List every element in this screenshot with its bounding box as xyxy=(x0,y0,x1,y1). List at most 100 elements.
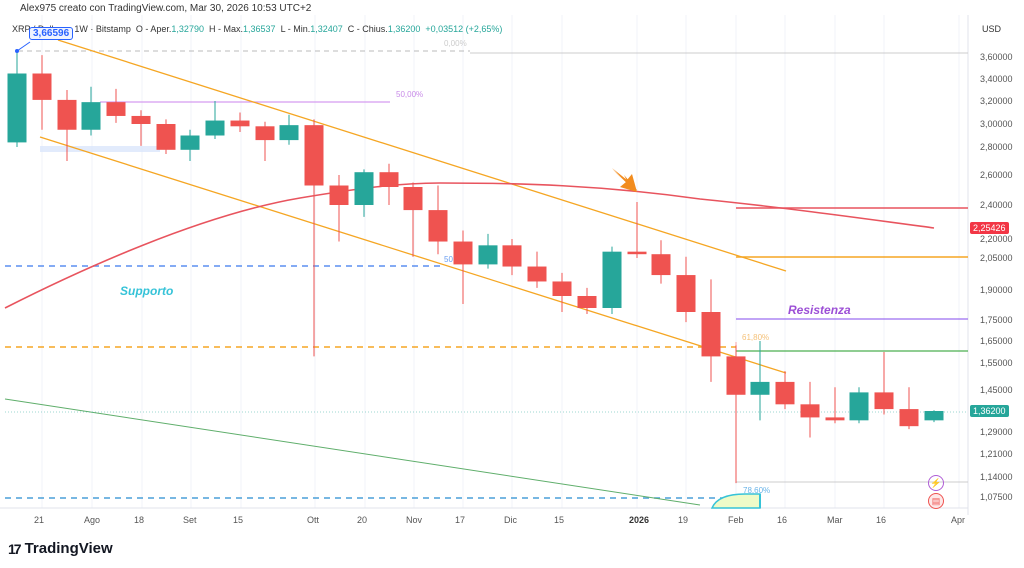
open-label: O - Aper. xyxy=(135,24,172,34)
time-tick-label: Ott xyxy=(307,515,320,525)
candle[interactable] xyxy=(750,381,770,395)
candle[interactable] xyxy=(180,135,200,150)
price-tick-label: 3,00000 xyxy=(980,119,1013,129)
candle[interactable] xyxy=(775,381,795,405)
candle[interactable] xyxy=(825,417,845,421)
time-tick-label: 17 xyxy=(455,515,466,525)
candle[interactable] xyxy=(552,281,572,296)
tradingview-wordmark: TradingView xyxy=(24,540,113,557)
price-tick-label: 2,40000 xyxy=(980,200,1013,210)
candle[interactable] xyxy=(676,275,696,312)
fib-0-label: 0,00% xyxy=(444,39,467,48)
price-tick-label: 2,60000 xyxy=(980,170,1013,180)
candle[interactable] xyxy=(627,251,647,255)
time-tick-label: 2026 xyxy=(629,515,650,525)
candle[interactable] xyxy=(354,172,374,205)
time-tick-label: Feb xyxy=(728,515,744,525)
candle[interactable] xyxy=(403,187,423,211)
candle[interactable] xyxy=(478,245,498,265)
last-price-tag: 1,36200 xyxy=(970,405,1009,417)
price-tick-label: 1,21000 xyxy=(980,449,1013,459)
us-flag-event-icon[interactable]: ▤ xyxy=(928,493,944,509)
support-label: Supporto xyxy=(120,284,174,298)
time-tick-label: 15 xyxy=(233,515,244,525)
currency-label: USD xyxy=(982,24,1002,34)
high-value: 1,36537 xyxy=(243,24,276,34)
price-tick-label: 1,07500 xyxy=(980,492,1013,502)
candle[interactable] xyxy=(57,99,77,130)
candle[interactable] xyxy=(106,102,126,116)
price-tick-label: 1,75000 xyxy=(980,315,1013,325)
candle[interactable] xyxy=(279,125,299,141)
fib-50-label: 50,00% xyxy=(396,90,424,99)
candlestick-chart[interactable] xyxy=(0,15,1024,515)
price-tick-label: 1,14000 xyxy=(980,472,1013,482)
time-tick-label: Mar xyxy=(827,515,843,525)
chart-credit: Alex975 creato con TradingView.com, Mar … xyxy=(20,3,312,14)
time-tick-label: Apr xyxy=(951,515,966,525)
high-label: H - Max. xyxy=(208,24,243,34)
candle[interactable] xyxy=(899,409,919,427)
tradingview-logo: 17 TradingView xyxy=(8,540,113,557)
time-tick-label: 20 xyxy=(357,515,368,525)
candle[interactable] xyxy=(874,392,894,410)
candle[interactable] xyxy=(131,115,151,124)
candle[interactable] xyxy=(651,254,671,276)
time-tick-label: 18 xyxy=(134,515,145,525)
lightning-event-icon[interactable]: ⚡ xyxy=(928,475,944,491)
candle[interactable] xyxy=(379,172,399,187)
price-tick-label: 3,60000 xyxy=(980,52,1013,62)
candle[interactable] xyxy=(502,245,522,267)
candle[interactable] xyxy=(255,126,275,141)
candle[interactable] xyxy=(329,185,349,206)
candle[interactable] xyxy=(527,266,547,282)
price-tick-label: 1,45000 xyxy=(980,385,1013,395)
time-tick-label: Ago xyxy=(84,515,101,525)
open-value: 1,32790 xyxy=(171,24,204,34)
price-tick-label: 2,20000 xyxy=(980,234,1013,244)
ohlc-legend: XRP / Dollaro · 1W · Bitstamp O - Aper.1… xyxy=(12,24,502,34)
candle[interactable] xyxy=(32,73,52,100)
low-label: L - Min. xyxy=(280,24,311,34)
candle[interactable] xyxy=(304,125,324,186)
price-tick-label: 3,40000 xyxy=(980,74,1013,84)
candle[interactable] xyxy=(800,404,820,418)
price-tick-label: 1,90000 xyxy=(980,285,1013,295)
time-tick-label: 19 xyxy=(678,515,689,525)
price-tick-label: 1,65000 xyxy=(980,336,1013,346)
price-tick-label: 2,80000 xyxy=(980,142,1013,152)
resistance-label: Resistenza xyxy=(788,303,851,317)
fib-50-short-label: 50 xyxy=(444,255,453,264)
price-tick-label: 3,20000 xyxy=(980,96,1013,106)
candle[interactable] xyxy=(701,312,721,357)
low-value: 1,32407 xyxy=(310,24,343,34)
time-tick-label: Dic xyxy=(504,515,517,525)
price-tick-label: 1,29000 xyxy=(980,427,1013,437)
ma-price-tag: 2,25426 xyxy=(970,222,1009,234)
candle[interactable] xyxy=(453,241,473,265)
close-value: 1,36200 xyxy=(387,24,421,34)
candle[interactable] xyxy=(924,411,944,421)
candle[interactable] xyxy=(602,251,622,308)
fib-618-label: 61,80% xyxy=(742,333,770,342)
price-tick-label: 2,05000 xyxy=(980,253,1013,263)
candle[interactable] xyxy=(230,120,250,127)
candle[interactable] xyxy=(726,356,746,395)
candle[interactable] xyxy=(156,124,176,150)
candle[interactable] xyxy=(849,392,869,421)
candle[interactable] xyxy=(205,120,225,136)
price-tick-label: 1,55000 xyxy=(980,358,1013,368)
chart-area[interactable] xyxy=(0,15,1024,515)
candle[interactable] xyxy=(81,102,101,130)
time-tick-label: 15 xyxy=(554,515,565,525)
time-tick-label: 21 xyxy=(34,515,45,525)
tradingview-mark-icon: 17 xyxy=(8,540,22,557)
candle[interactable] xyxy=(428,210,448,242)
candle[interactable] xyxy=(577,296,597,308)
time-tick-label: Nov xyxy=(406,515,423,525)
fib-786-label: 78,60% xyxy=(743,486,771,495)
close-label: C - Chius. xyxy=(347,24,388,34)
time-tick-label: 16 xyxy=(876,515,887,525)
candle[interactable] xyxy=(7,73,27,143)
ath-price-tag: 3,66596 xyxy=(29,27,74,40)
